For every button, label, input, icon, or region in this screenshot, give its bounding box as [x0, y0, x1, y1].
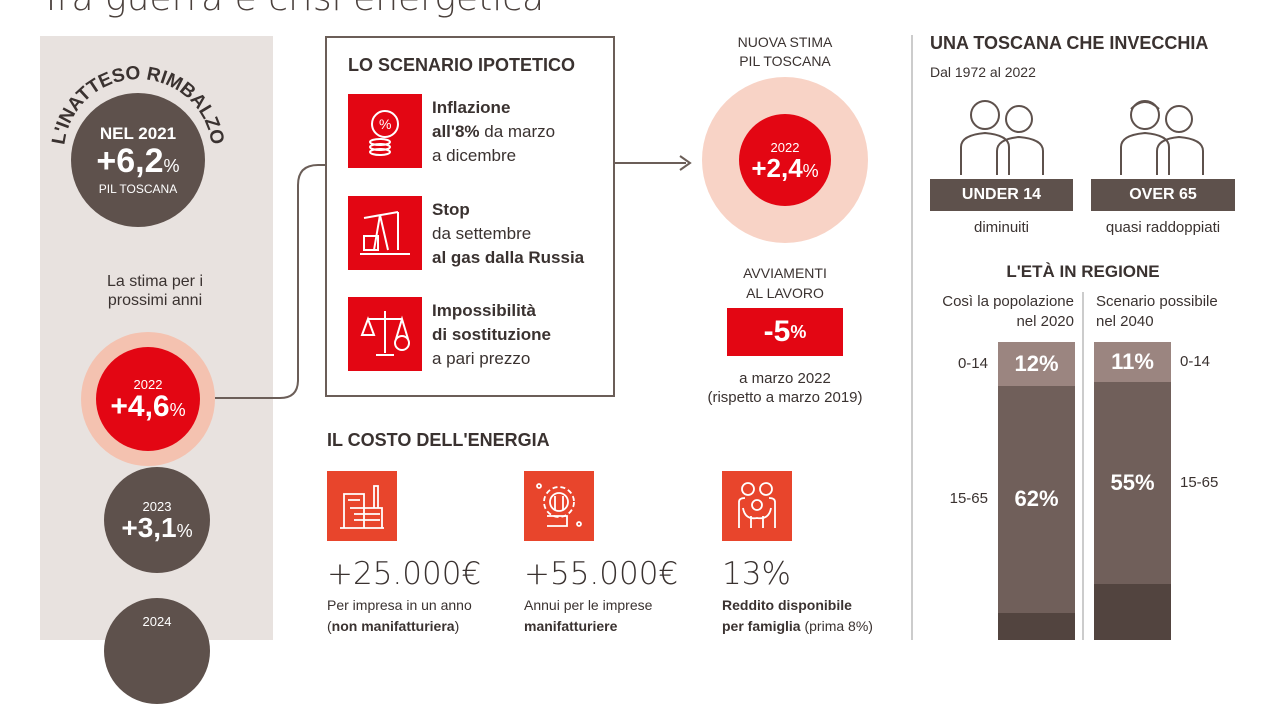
- forecast-2023-circle: 2023 +3,1%: [104, 467, 210, 573]
- bar-segment: 55%: [1094, 382, 1171, 584]
- pil-2021-value: +6,2%: [96, 142, 180, 180]
- year-label: NEL 2021: [99, 124, 177, 143]
- year-label: 2022: [770, 139, 800, 155]
- family-icon: [722, 471, 792, 541]
- gear-wrench-icon: [524, 471, 594, 541]
- bar-segment: [1094, 583, 1171, 640]
- series-label: 15-65: [949, 490, 988, 508]
- children-icon: [960, 100, 1044, 175]
- connectors: [215, 35, 1084, 640]
- jobs-value: -5%: [727, 308, 843, 356]
- forecast-2022-circle: 2022 +4,6%: [96, 347, 200, 451]
- estimate-value: +2,4%: [751, 152, 819, 183]
- year-label: 2024: [142, 614, 172, 629]
- aging-subtitle: Dal 1972 al 2022: [930, 64, 1036, 80]
- series-label: 0-14: [957, 354, 988, 372]
- energy-desc: Reddito disponibile per famiglia (prima 8…: [722, 597, 873, 634]
- svg-text:%: %: [379, 116, 391, 132]
- bar-segment: 62%: [998, 385, 1075, 613]
- page-title: Tra guerra e crisi energetica: [40, 0, 544, 19]
- energy-title: IL COSTO DELL'ENERGIA: [327, 430, 550, 450]
- estimate-title: NUOVA STIMA PIL TOSCANA: [737, 34, 833, 69]
- under-14-note: diminuiti: [973, 219, 1030, 236]
- caption: PIL TOSCANA: [98, 182, 178, 196]
- scenario-item-gas: Stop da settembre al gas dalla Russia: [432, 200, 585, 267]
- inflation-coins-icon: %: [348, 94, 422, 168]
- chart-title: L'ETÀ IN REGIONE: [1006, 262, 1160, 281]
- energy-desc: Per impresa in un anno (non manifatturier…: [327, 597, 472, 634]
- factory-icon: [327, 471, 397, 541]
- year-label: 2023: [142, 498, 172, 514]
- series-label: 0-14: [1180, 353, 1211, 371]
- energy-value: +25.000€: [327, 556, 482, 592]
- estimate-circle: 2022 +2,4%: [739, 114, 831, 206]
- forecast-value: +4,6%: [110, 389, 186, 423]
- aging-title: UNA TOSCANA CHE INVECCHIA: [930, 33, 1209, 53]
- year-label: 2022: [133, 376, 163, 392]
- bar-segment: 12%: [998, 342, 1075, 386]
- scales-euro-icon: [348, 297, 422, 371]
- forecast-2022-ring: 2022 +4,6%: [81, 332, 215, 466]
- bar-segment: 11%: [1094, 342, 1171, 383]
- bar-segment: [998, 612, 1075, 640]
- scenario-title: LO SCENARIO IPOTETICO: [348, 55, 576, 75]
- jobs-note: a marzo 2022 (rispetto a marzo 2019): [707, 370, 863, 406]
- forecast-label: La stima per i prossimi anni: [106, 273, 204, 309]
- under-14-tag: UNDER 14: [930, 179, 1073, 211]
- category-label: Scenario possibile nel 2040: [1096, 293, 1218, 330]
- energy-value: +55.000€: [524, 556, 679, 592]
- scenario-box: [325, 36, 615, 397]
- series-label: 15-65: [1180, 473, 1219, 491]
- forecast-value: +3,1%: [121, 511, 193, 543]
- category-label: Così la popolazione nel 2020: [942, 293, 1074, 330]
- elderly-icon: [1120, 100, 1204, 175]
- scenario-item-inflation: Inflazione all'8% da marzo a dicembre: [432, 98, 556, 165]
- gas-pump-jack-icon: [348, 196, 422, 270]
- connector-line: [215, 164, 325, 399]
- energy-desc: Annui per le imprese manifatturiere: [524, 597, 653, 634]
- estimate-ring: 2022 +2,4%: [702, 77, 868, 243]
- scenario-item-substitution: Impossibilità di sostituzione a pari prezz…: [432, 301, 551, 368]
- energy-value: 13%: [722, 556, 791, 592]
- jobs-title: AVVIAMENTI AL LAVORO: [743, 265, 827, 301]
- arrow-head-icon: [679, 155, 692, 171]
- over-65-tag: OVER 65: [1091, 179, 1235, 211]
- over-65-note: quasi raddoppiati: [1105, 219, 1221, 236]
- pil-2021-circle: NEL 2021 +6,2% PIL TOSCANA: [71, 93, 205, 227]
